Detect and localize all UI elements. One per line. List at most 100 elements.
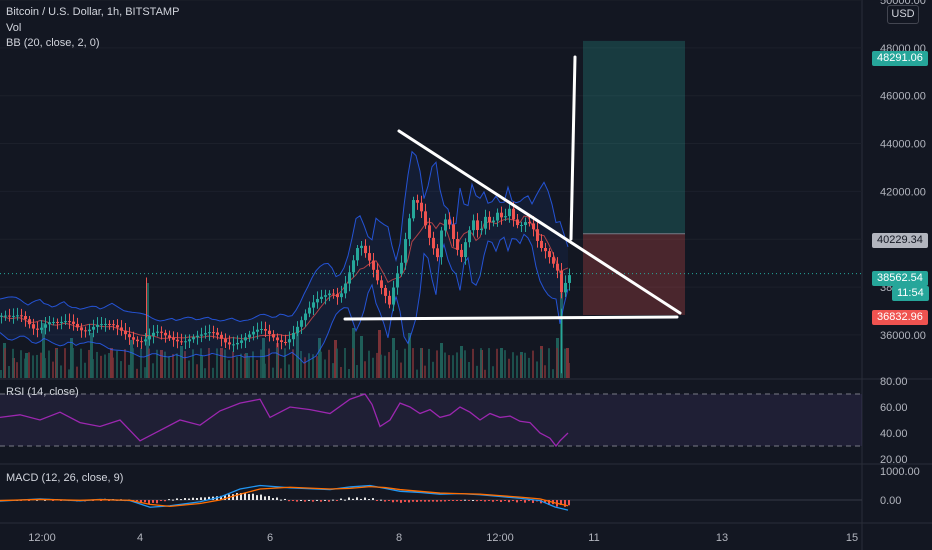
candle-body [468,230,471,243]
macd-legend[interactable]: MACD (12, 26, close, 9) [6,472,124,484]
candle-body [348,272,351,284]
volume-bar [404,348,406,378]
candle-body [4,315,7,317]
candle-body [404,239,407,263]
volume-bar [304,357,306,378]
candle-body [20,315,23,317]
candle-body [296,326,299,333]
candle-body [260,329,263,331]
volume-bar [84,362,86,378]
macd-tick-label: 1000.00 [880,466,920,478]
volume-bar [436,350,438,378]
candle-body [528,222,531,224]
macd-histogram-bar [236,493,238,500]
volume-bar [76,366,78,378]
macd-histogram-bar [312,500,314,502]
volume-bar [130,340,133,378]
time-tick-label: 15 [846,532,858,544]
candle-body [548,251,551,258]
volume-bar [100,355,102,378]
candle-body [108,323,111,325]
volume-bar [25,353,28,378]
volume-bar [400,362,402,378]
rsi-legend[interactable]: RSI (14, close) [6,386,79,398]
volume-bar [564,348,566,378]
candle-body [100,324,103,326]
volume-bar [484,369,486,378]
macd-histogram-bar [456,500,458,501]
candle-body [16,315,19,317]
candle-body [240,340,243,343]
macd-histogram-bar [156,500,158,504]
volume-bar [536,361,538,378]
macd-histogram-bar [524,500,526,503]
candle-body [564,282,567,293]
macd-histogram-bar [432,500,434,502]
volume-bar [184,351,186,378]
macd-tick-label: 0.00 [880,495,901,507]
macd-histogram-bar [256,495,258,500]
candle-body [172,337,175,340]
candle-body [520,225,523,227]
macd-histogram-bar [200,497,202,500]
volume-bar [352,348,354,378]
volume-bar [464,350,466,378]
volume-bar [146,283,149,378]
candle-body [472,220,475,231]
candle-body [320,296,323,299]
bollinger-legend[interactable]: BB (20, close, 2, 0) [6,37,100,49]
candle-body [504,216,507,218]
symbol-legend[interactable]: Bitcoin / U.S. Dollar, 1h, BITSTAMP [6,6,180,18]
volume-bar [420,348,422,378]
volume-bar [300,350,302,378]
volume-bar [120,361,122,378]
volume-bar [44,358,46,378]
macd-histogram-bar [136,500,138,501]
volume-bar [260,349,262,378]
volume-bar [456,352,458,378]
macd-histogram-bar [400,500,402,503]
volume-bar [42,323,45,378]
candle-body [80,327,83,331]
volume-bar [88,349,90,378]
volume-bar [116,350,118,378]
volume-bar [488,348,490,378]
candle-body [328,293,331,296]
volume-bar [148,348,150,378]
volume-bar [208,348,210,378]
candle-body [268,330,271,335]
candle-body [168,335,171,338]
volume-legend[interactable]: Vol [6,22,22,34]
candle-body [56,321,59,323]
macd-histogram-bar [388,500,390,501]
volume-bar [248,356,250,378]
candle-body [156,331,159,333]
volume-bar [368,350,370,378]
candle-body [280,340,283,342]
candle-body [112,324,115,326]
macd-histogram-bar [276,497,278,500]
macd-line [0,484,569,511]
volume-bar [408,333,411,378]
macd-histogram-bar [316,499,318,501]
volume-bar [72,348,74,378]
volume-bar [566,348,569,378]
macd-histogram-bar [328,500,330,502]
macd-histogram-bar [152,500,154,503]
time-tick-label: 6 [267,532,273,544]
volume-bar [48,350,50,378]
macd-histogram-bar [544,500,546,503]
volume-bar [320,351,322,378]
candle-body [272,334,275,338]
candle-body [428,225,431,238]
volume-bar [452,355,454,378]
macd-histogram-bar [516,500,518,503]
volume-bar [200,348,202,378]
macd-histogram-bar [412,500,414,502]
rsi-line [0,393,569,448]
currency-button[interactable]: USD [887,5,919,24]
rsi-band-fill [0,394,862,446]
price-tick-label: 36000.00 [880,330,926,342]
candle-body [196,335,199,338]
